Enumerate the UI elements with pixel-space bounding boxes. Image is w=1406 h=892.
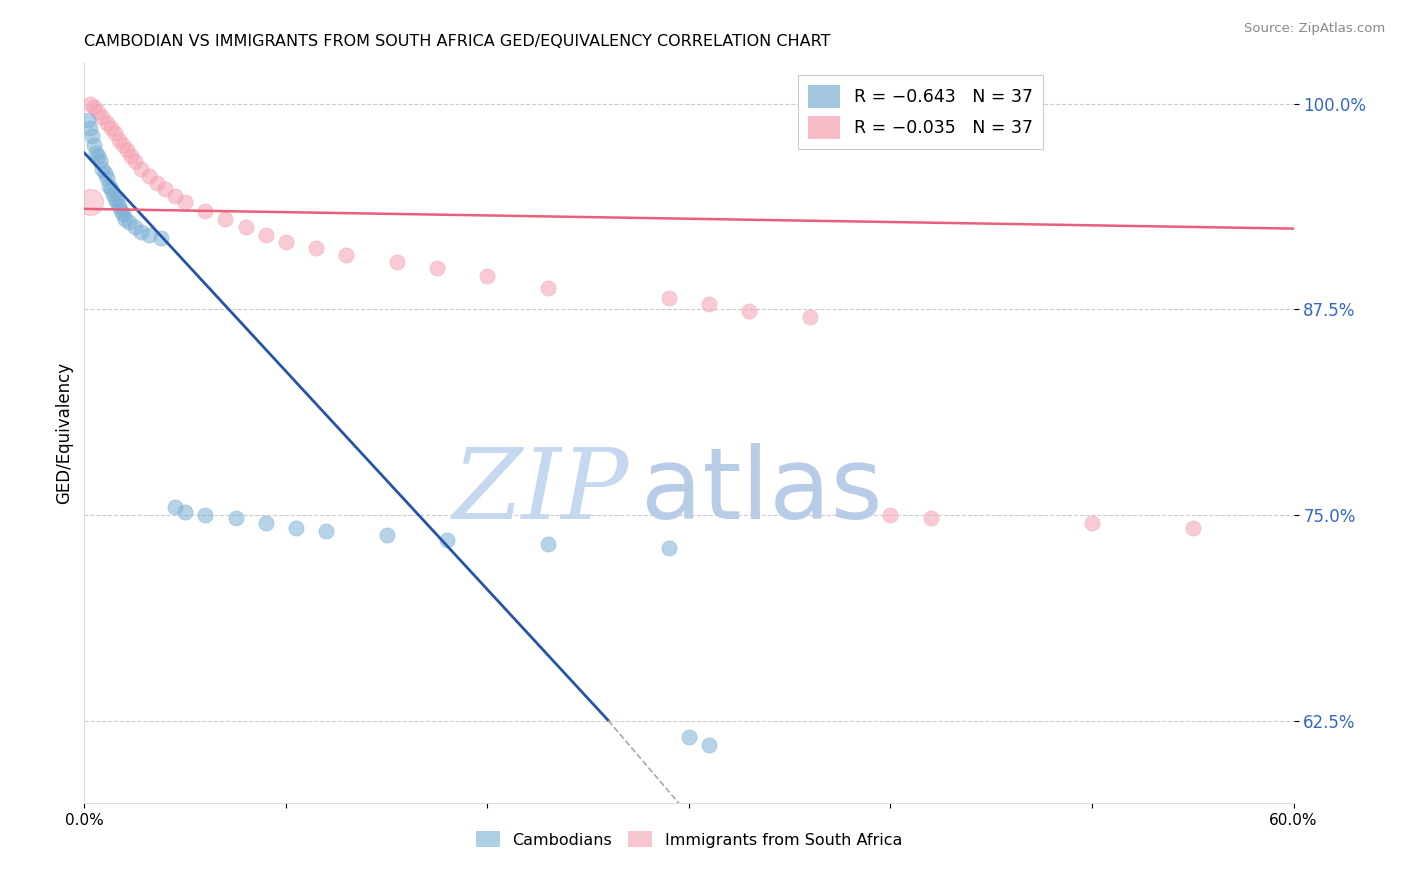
Point [153, 182, 176, 196]
Point [105, 195, 128, 210]
Point [79, 121, 101, 136]
Point [96, 116, 118, 130]
Point [436, 533, 458, 547]
Point [537, 281, 560, 295]
Point [107, 198, 129, 212]
Legend: Cambodians, Immigrants from South Africa: Cambodians, Immigrants from South Africa [470, 825, 908, 854]
Point [115, 143, 138, 157]
Point [658, 291, 681, 305]
Point [107, 133, 129, 147]
Point [87, 104, 110, 119]
Point [77, 113, 100, 128]
Point [120, 149, 142, 163]
Point [879, 508, 901, 522]
Point [426, 261, 449, 276]
Point [101, 187, 124, 202]
Point [114, 211, 136, 226]
Point [100, 182, 122, 196]
Point [738, 304, 761, 318]
Point [385, 254, 408, 268]
Text: ZIP: ZIP [453, 444, 628, 540]
Point [129, 225, 152, 239]
Point [194, 203, 217, 218]
Point [697, 297, 720, 311]
Point [658, 541, 681, 555]
Y-axis label: GED/Equivalency: GED/Equivalency [55, 361, 73, 504]
Point [537, 537, 560, 551]
Point [96, 170, 118, 185]
Point [375, 527, 398, 541]
Point [254, 228, 277, 243]
Point [129, 162, 152, 177]
Point [138, 228, 160, 243]
Point [110, 203, 132, 218]
Point [82, 129, 104, 144]
Point [1181, 521, 1204, 535]
Point [678, 730, 700, 744]
Point [305, 241, 328, 255]
Point [100, 121, 122, 136]
Point [1081, 516, 1104, 530]
Point [149, 231, 172, 245]
Point [285, 521, 308, 535]
Text: Source: ZipAtlas.com: Source: ZipAtlas.com [1244, 22, 1385, 36]
Point [87, 149, 110, 163]
Point [274, 235, 297, 249]
Point [174, 505, 197, 519]
Point [111, 137, 134, 152]
Point [93, 166, 115, 180]
Point [83, 137, 105, 152]
Point [104, 126, 127, 140]
Point [124, 219, 146, 234]
Point [124, 154, 146, 169]
Point [118, 215, 141, 229]
Point [315, 524, 337, 539]
Point [97, 178, 120, 193]
Point [86, 145, 108, 160]
Point [146, 176, 169, 190]
Point [79, 96, 101, 111]
Point [235, 219, 257, 234]
Point [83, 100, 105, 114]
Point [697, 738, 720, 752]
Point [91, 110, 114, 124]
Point [104, 192, 127, 206]
Point [799, 310, 821, 325]
Point [111, 207, 134, 221]
Point [91, 162, 114, 177]
Point [214, 211, 236, 226]
Point [194, 508, 217, 522]
Point [79, 195, 101, 210]
Text: atlas: atlas [641, 443, 882, 541]
Point [165, 500, 187, 514]
Point [89, 154, 111, 169]
Point [174, 195, 197, 210]
Point [335, 248, 357, 262]
Point [254, 516, 277, 530]
Text: CAMBODIAN VS IMMIGRANTS FROM SOUTH AFRICA GED/EQUIVALENCY CORRELATION CHART: CAMBODIAN VS IMMIGRANTS FROM SOUTH AFRIC… [84, 34, 831, 49]
Point [225, 511, 247, 525]
Point [920, 511, 942, 525]
Point [138, 169, 160, 183]
Point [477, 269, 499, 284]
Point [165, 188, 187, 202]
